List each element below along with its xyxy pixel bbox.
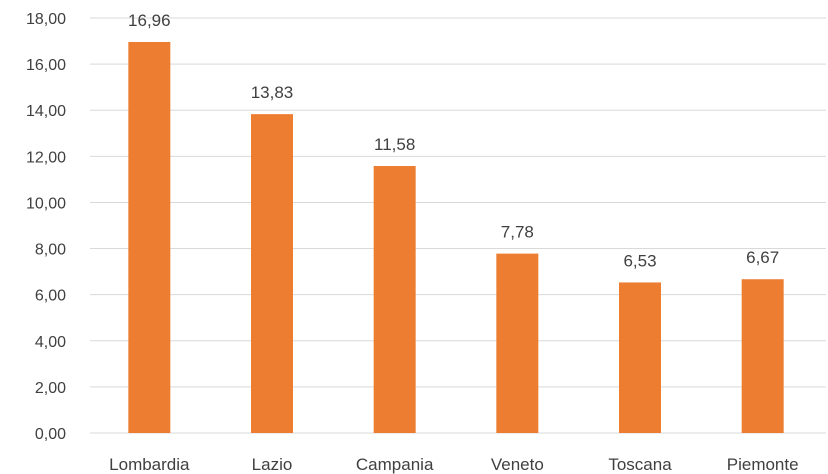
bar-campania bbox=[373, 166, 416, 433]
y-tick-label: 18,00 bbox=[26, 11, 66, 28]
x-axis: Lombardia Lazio Campania Veneto Toscana Piemo… bbox=[109, 455, 798, 474]
data-label: 13,83 bbox=[251, 83, 294, 102]
y-tick-label: 10,00 bbox=[26, 195, 66, 212]
x-category-label: Lazio bbox=[252, 455, 293, 474]
data-label: 16,96 bbox=[128, 11, 171, 30]
data-labels: 16,96 13,83 11,58 7,78 6,53 6,67 bbox=[128, 11, 779, 270]
x-category-label: Piemonte bbox=[727, 455, 799, 474]
data-label: 6,67 bbox=[746, 248, 779, 267]
x-category-label: Lombardia bbox=[109, 455, 190, 474]
bar-lombardia bbox=[128, 41, 171, 433]
y-tick-label: 6,00 bbox=[35, 288, 66, 305]
gridlines bbox=[90, 17, 826, 434]
bar-piemonte bbox=[741, 279, 784, 433]
y-tick-label: 4,00 bbox=[35, 334, 66, 351]
y-tick-label: 0,00 bbox=[35, 426, 66, 443]
data-label: 11,58 bbox=[374, 135, 415, 154]
y-tick-label: 12,00 bbox=[26, 149, 66, 166]
y-tick-label: 2,00 bbox=[35, 380, 66, 397]
y-tick-label: 8,00 bbox=[35, 242, 66, 259]
y-tick-label: 14,00 bbox=[26, 103, 66, 120]
data-label: 6,53 bbox=[623, 251, 656, 270]
y-axis: 0,00 2,00 4,00 6,00 8,00 10,00 12,00 14,00 16,00… bbox=[26, 11, 66, 443]
x-category-label: Toscana bbox=[608, 455, 672, 474]
y-tick-label: 16,00 bbox=[26, 57, 66, 74]
data-label: 7,78 bbox=[501, 223, 534, 242]
bars bbox=[128, 41, 784, 434]
x-category-label: Veneto bbox=[491, 455, 544, 474]
bar-toscana bbox=[619, 282, 661, 433]
bar-veneto bbox=[496, 253, 539, 433]
x-category-label: Campania bbox=[356, 455, 434, 474]
bar-lazio bbox=[251, 114, 293, 434]
